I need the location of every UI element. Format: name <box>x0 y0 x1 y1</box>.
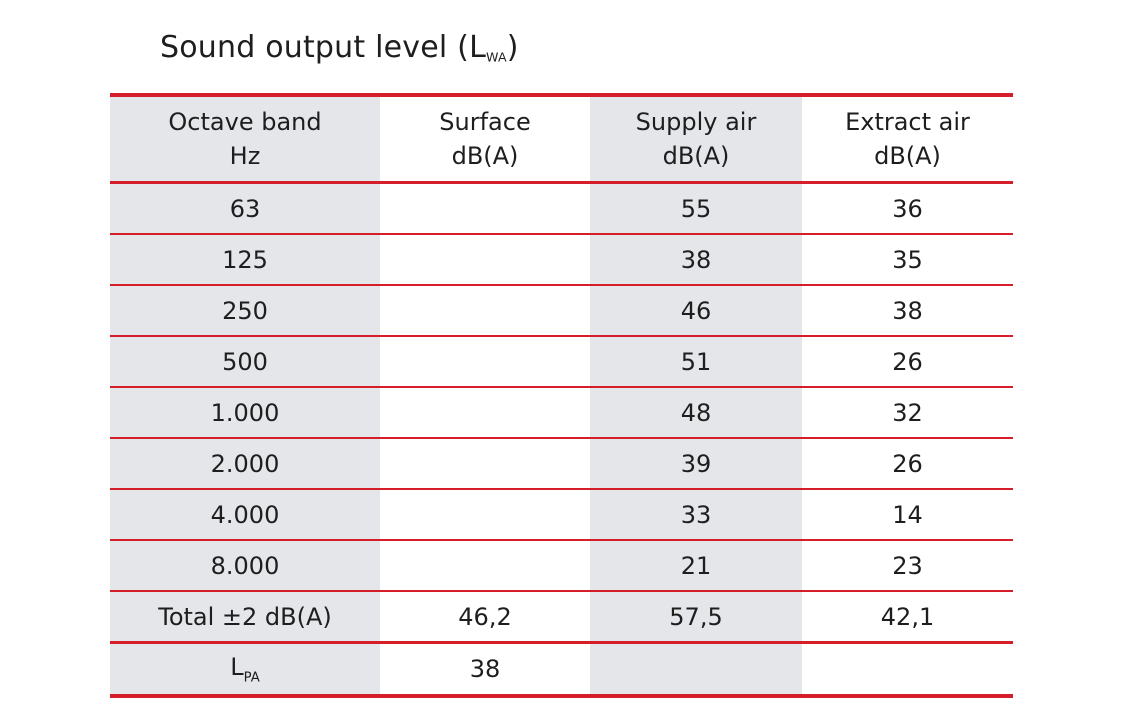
cell-supply: 39 <box>590 438 802 490</box>
total-extract: 42,1 <box>802 591 1013 644</box>
cell-supply: 48 <box>590 387 802 439</box>
cell-extract: 38 <box>802 285 1013 337</box>
page-title: Sound output level (LWA) <box>160 30 519 65</box>
sound-level-table: Octave band Hz Surface dB(A) Supply air dB(… <box>110 93 1013 698</box>
title-text: Sound output level (L <box>160 30 486 65</box>
cell-extract: 36 <box>802 182 1013 235</box>
cell-extract: 32 <box>802 387 1013 439</box>
lpa-subscript: PA <box>243 670 260 686</box>
cell-surface <box>380 438 590 490</box>
title-close: ) <box>506 30 519 65</box>
cell-band: 125 <box>110 234 380 286</box>
total-row: Total ±2 dB(A) 46,2 57,5 42,1 <box>110 591 1013 644</box>
cell-surface <box>380 285 590 337</box>
cell-extract: 35 <box>802 234 1013 286</box>
cell-extract: 26 <box>802 438 1013 490</box>
cell-band: 8.000 <box>110 540 380 592</box>
header-octave-band: Octave band Hz <box>110 93 380 184</box>
cell-extract: 26 <box>802 336 1013 388</box>
total-surface: 46,2 <box>380 591 590 644</box>
total-supply: 57,5 <box>590 591 802 644</box>
cell-surface <box>380 489 590 541</box>
cell-extract: 23 <box>802 540 1013 592</box>
lpa-label: LPA <box>110 642 380 698</box>
cell-band: 250 <box>110 285 380 337</box>
cell-surface <box>380 234 590 286</box>
cell-supply: 51 <box>590 336 802 388</box>
cell-supply: 38 <box>590 234 802 286</box>
cell-supply: 33 <box>590 489 802 541</box>
cell-surface <box>380 182 590 235</box>
lpa-surface: 38 <box>380 642 590 698</box>
cell-supply: 21 <box>590 540 802 592</box>
cell-band: 63 <box>110 182 380 235</box>
table-row: 500 51 26 <box>110 336 1013 388</box>
cell-surface <box>380 387 590 439</box>
table-row: 8.000 21 23 <box>110 540 1013 592</box>
table-row: 2.000 39 26 <box>110 438 1013 490</box>
cell-extract: 14 <box>802 489 1013 541</box>
cell-supply: 55 <box>590 182 802 235</box>
lpa-extract <box>802 642 1013 698</box>
table-row: 250 46 38 <box>110 285 1013 337</box>
table-row: 1.000 48 32 <box>110 387 1013 439</box>
header-extract-air: Extract air dB(A) <box>802 93 1013 184</box>
lpa-supply <box>590 642 802 698</box>
table-row: 63 55 36 <box>110 182 1013 235</box>
lpa-row: LPA 38 <box>110 642 1013 698</box>
cell-band: 4.000 <box>110 489 380 541</box>
cell-surface <box>380 540 590 592</box>
table-row: 4.000 33 14 <box>110 489 1013 541</box>
cell-surface <box>380 336 590 388</box>
title-subscript: WA <box>485 49 507 65</box>
header-surface: Surface dB(A) <box>380 93 590 184</box>
cell-band: 1.000 <box>110 387 380 439</box>
table-header-row: Octave band Hz Surface dB(A) Supply air dB(… <box>110 93 1013 184</box>
cell-supply: 46 <box>590 285 802 337</box>
total-label: Total ±2 dB(A) <box>110 591 380 644</box>
table-row: 125 38 35 <box>110 234 1013 286</box>
cell-band: 500 <box>110 336 380 388</box>
header-supply-air: Supply air dB(A) <box>590 93 802 184</box>
cell-band: 2.000 <box>110 438 380 490</box>
